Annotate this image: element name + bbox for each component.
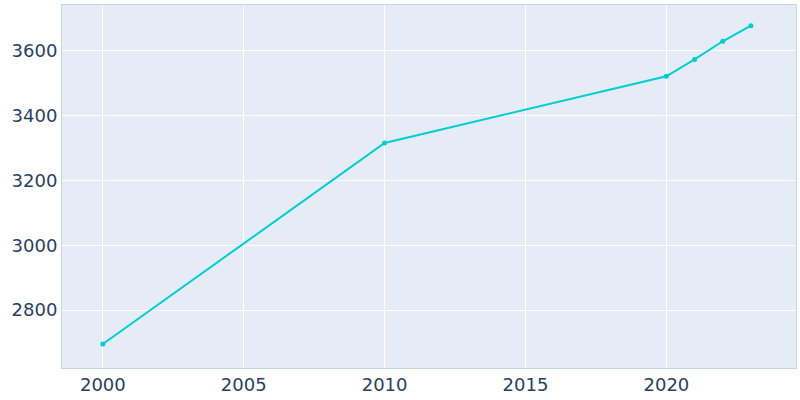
- svg-text:3200: 3200: [12, 170, 58, 191]
- svg-text:3000: 3000: [12, 235, 58, 256]
- svg-text:3600: 3600: [12, 40, 58, 61]
- svg-text:2000: 2000: [80, 374, 126, 395]
- svg-text:2015: 2015: [503, 374, 549, 395]
- svg-text:2010: 2010: [362, 374, 408, 395]
- svg-text:2005: 2005: [221, 374, 267, 395]
- svg-text:2800: 2800: [12, 299, 58, 320]
- svg-text:2020: 2020: [643, 374, 689, 395]
- svg-text:3400: 3400: [12, 105, 58, 126]
